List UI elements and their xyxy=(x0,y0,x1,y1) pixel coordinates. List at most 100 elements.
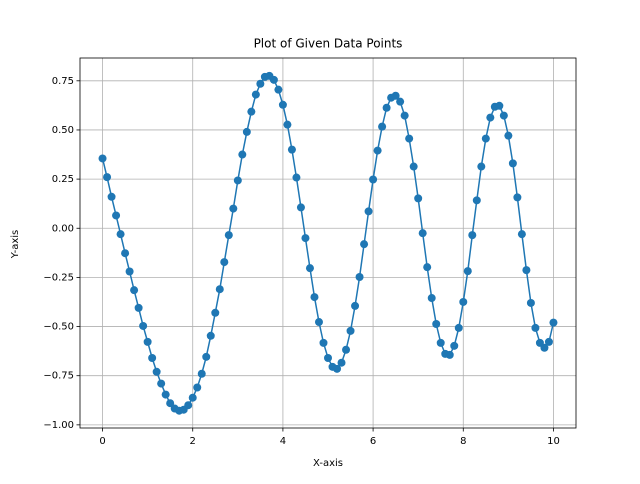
y-tick-label: 0.25 xyxy=(52,174,74,185)
marker xyxy=(274,85,283,94)
marker xyxy=(269,75,278,84)
marker xyxy=(215,285,224,294)
marker xyxy=(301,234,310,243)
marker xyxy=(188,393,197,402)
marker xyxy=(513,193,522,202)
marker xyxy=(157,379,166,388)
marker xyxy=(283,120,292,129)
x-tick-label: 2 xyxy=(190,436,196,447)
marker xyxy=(342,345,351,354)
marker xyxy=(526,298,535,307)
marker xyxy=(382,103,391,112)
marker xyxy=(238,150,247,159)
y-tick-label: 0.75 xyxy=(52,76,74,87)
marker xyxy=(522,266,531,275)
marker xyxy=(256,79,265,88)
marker xyxy=(418,229,427,238)
marker xyxy=(346,326,355,335)
marker xyxy=(369,175,378,184)
marker xyxy=(355,273,364,282)
marker xyxy=(202,352,211,361)
marker xyxy=(310,293,319,302)
x-tick-label: 4 xyxy=(280,436,286,447)
marker xyxy=(125,267,134,276)
x-axis-label: X-axis xyxy=(313,458,343,469)
marker xyxy=(193,383,202,392)
marker xyxy=(360,240,369,249)
marker xyxy=(324,354,332,363)
marker xyxy=(351,301,360,310)
marker xyxy=(278,100,287,109)
marker xyxy=(540,343,549,352)
marker xyxy=(544,337,553,346)
marker xyxy=(224,231,233,240)
marker xyxy=(432,319,441,328)
marker xyxy=(486,113,495,122)
marker xyxy=(292,173,301,182)
marker xyxy=(314,318,323,327)
marker xyxy=(319,338,328,347)
y-tick-label: 0.50 xyxy=(52,125,74,136)
marker xyxy=(423,263,432,272)
y-tick-label: −0.25 xyxy=(43,272,74,283)
marker xyxy=(454,323,463,332)
marker xyxy=(247,107,256,116)
marker xyxy=(148,354,157,363)
marker xyxy=(229,204,238,213)
plot-frame xyxy=(79,57,577,429)
marker xyxy=(445,350,454,359)
marker xyxy=(107,192,116,201)
x-tick-label: 10 xyxy=(547,436,560,447)
chart-title: Plot of Given Data Points xyxy=(254,37,403,51)
marker xyxy=(139,321,148,330)
marker xyxy=(161,390,170,399)
marker xyxy=(197,369,206,378)
marker xyxy=(103,173,112,182)
marker xyxy=(206,331,215,340)
marker xyxy=(305,264,314,273)
marker xyxy=(549,318,558,327)
marker xyxy=(472,196,481,205)
y-axis-label: Y-axis xyxy=(10,230,21,260)
marker xyxy=(499,111,508,120)
marker xyxy=(112,211,121,220)
marker xyxy=(233,176,242,185)
marker xyxy=(152,367,161,376)
marker xyxy=(220,258,229,267)
y-tick-label: −0.75 xyxy=(43,371,74,382)
marker xyxy=(450,341,459,350)
y-tick-label: −1.00 xyxy=(43,420,74,431)
marker xyxy=(373,146,382,155)
y-tick-label: −0.50 xyxy=(43,322,74,333)
marker xyxy=(184,401,193,410)
marker xyxy=(391,91,400,100)
marker xyxy=(130,286,139,295)
marker xyxy=(405,134,414,143)
marker xyxy=(333,364,342,373)
marker xyxy=(400,111,409,120)
marker xyxy=(98,154,107,163)
marker xyxy=(531,323,540,332)
marker xyxy=(378,122,387,131)
marker xyxy=(463,267,472,276)
marker xyxy=(414,194,423,203)
marker xyxy=(409,162,418,171)
x-tick-label: 6 xyxy=(370,436,376,447)
y-tick-label: 0.00 xyxy=(52,223,74,234)
marker xyxy=(287,145,296,154)
marker xyxy=(121,249,130,258)
marker xyxy=(495,101,504,110)
marker xyxy=(508,159,517,168)
marker xyxy=(166,399,175,408)
marker xyxy=(251,90,260,99)
marker xyxy=(436,338,445,347)
marker xyxy=(459,297,468,306)
marker xyxy=(504,131,513,140)
marker xyxy=(396,97,405,106)
marker xyxy=(468,231,477,240)
marker xyxy=(364,207,373,216)
marker xyxy=(481,134,490,143)
marker xyxy=(211,308,220,317)
